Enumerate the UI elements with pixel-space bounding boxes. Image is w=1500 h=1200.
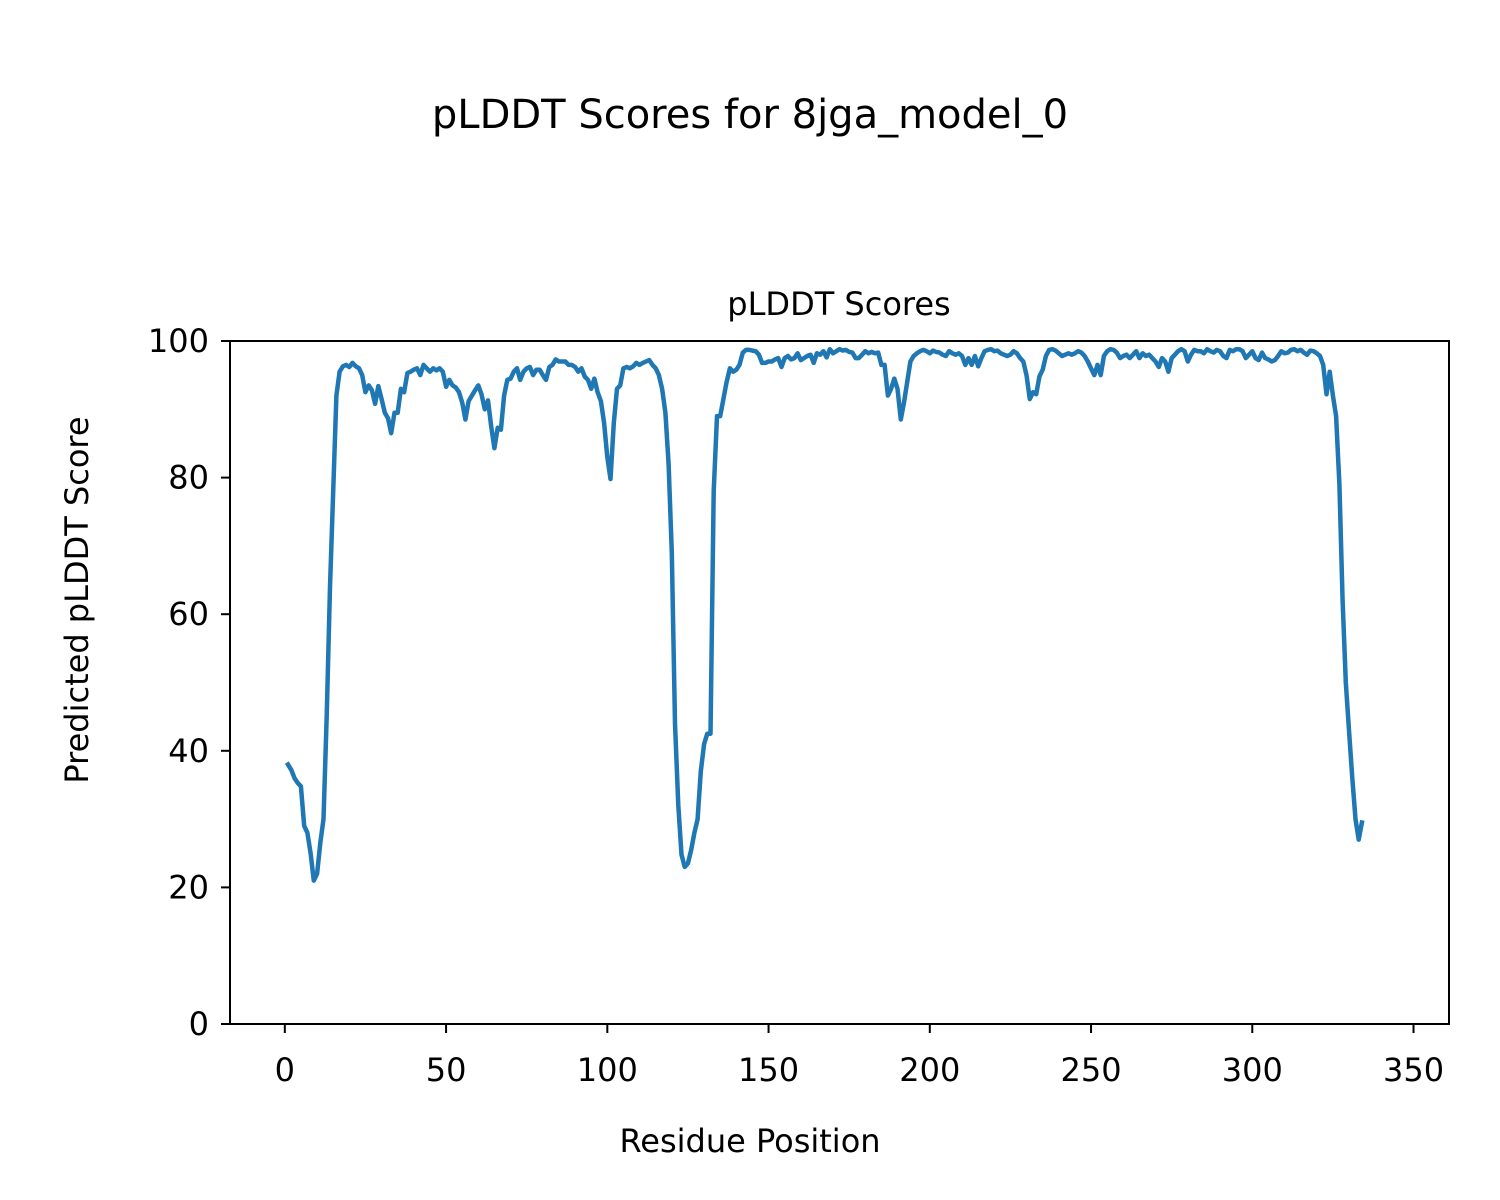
x-tick-label: 200 bbox=[899, 1051, 960, 1089]
x-tick-label: 350 bbox=[1383, 1051, 1444, 1089]
series-line-plddt bbox=[284, 346, 1365, 883]
x-tick-label: 250 bbox=[1061, 1051, 1122, 1089]
x-tick-label: 300 bbox=[1222, 1051, 1283, 1089]
x-tick-label: 150 bbox=[738, 1051, 799, 1089]
figure-title: pLDDT Scores for 8jga_model_0 bbox=[431, 92, 1069, 138]
x-tick-label: 0 bbox=[275, 1051, 295, 1089]
y-axis-label: Predicted pLDDT Score bbox=[58, 416, 96, 783]
y-tick-label: 40 bbox=[168, 732, 209, 770]
x-tick-label: 100 bbox=[577, 1051, 638, 1089]
plot-frame bbox=[229, 340, 1450, 1025]
y-tick-label: 60 bbox=[168, 595, 209, 633]
axes-title: pLDDT Scores bbox=[727, 285, 950, 323]
y-tick-label: 100 bbox=[148, 322, 209, 360]
y-tick-label: 0 bbox=[189, 1005, 209, 1043]
y-tick-label: 80 bbox=[168, 459, 209, 497]
x-tick-label: 50 bbox=[426, 1051, 467, 1089]
x-axis-label: Residue Position bbox=[619, 1122, 880, 1160]
axis-ticks: 0 50 100 150 200 250 300 350 0 20 40 60 80 100 bbox=[148, 322, 1444, 1089]
y-tick-label: 20 bbox=[168, 868, 209, 906]
